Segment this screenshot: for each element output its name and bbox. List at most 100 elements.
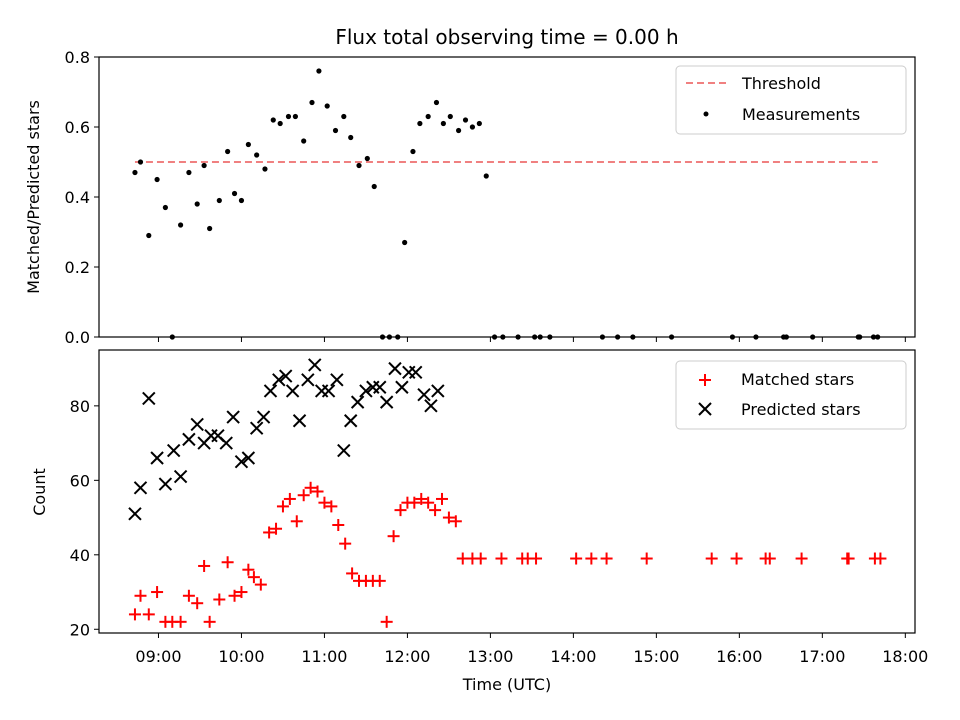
measurement-point [254,152,260,158]
top-plot-area: 0.0 0.2 0.4 0.6 0.8 [65,48,906,347]
x-tick-label: 17:00 [799,647,845,666]
measurement-point [356,162,362,169]
top-y-tick-label: 0.6 [65,118,90,137]
measurement-point [440,120,446,127]
measurement-point [402,239,408,246]
measurement-point [425,113,431,120]
measurement-point [417,120,423,127]
measurement-point [137,159,144,165]
measurement-point [301,138,307,144]
matched-star-point [429,504,442,517]
measurement-point [245,141,251,148]
legend-matched-label: Matched stars [741,370,854,389]
predicted-star-point [395,380,409,394]
matched-star-point [346,567,359,580]
matched-star-point [151,586,164,599]
bottom-y-axis-label: Count [30,468,49,516]
matched-star-point [270,522,283,535]
matched-star-point [325,500,338,513]
bottom-y-tick-label: 20 [70,620,90,639]
matched-star-point [730,552,743,565]
matched-star-point [415,492,428,505]
predicted-star-point [226,410,240,424]
measurement-point [316,68,322,74]
bottom-y-tick-label: 40 [70,546,90,565]
predicted-star-point [431,384,445,398]
matched-star-point [422,496,435,509]
bottom-axes-frame [98,349,916,634]
measurement-point [292,113,298,120]
chart-title: Flux total observing time = 0.00 h [335,25,678,49]
matched-star-point [530,552,543,565]
matched-star-point [283,492,296,505]
predicted-star-point [133,481,148,495]
bottom-legend-box [675,360,907,430]
matched-star-point [304,481,317,494]
top-axes-frame [98,56,916,338]
predicted-star-point [424,399,438,413]
predicted-star-point [256,410,271,424]
matched-star-point [213,593,226,606]
matched-star-point [380,615,393,628]
predicted-star-point [388,361,402,376]
matched-star-point [221,556,234,569]
measurement-point [238,197,245,204]
measurement-point [225,148,231,155]
predicted-star-point [272,373,286,387]
matched-star-point [134,589,147,602]
predicted-star-point [301,373,315,387]
matched-star-point [640,552,653,565]
measurement-point [371,183,377,190]
x-tick-label: 11:00 [301,647,347,666]
matched-star-point [263,526,276,539]
matched-star-point [495,552,508,565]
measurement-point [364,155,370,162]
top-y-tick-label: 0.4 [65,188,90,207]
measurement-point [146,232,152,239]
measurement-point [324,103,330,109]
predicted-star-point [308,358,322,372]
measurement-point [348,134,354,141]
matched-star-point [254,578,267,591]
x-tick-label: 18:00 [882,647,928,666]
bottom-legend: Matched stars Predicted stars [675,360,907,430]
legend-matched-swatch [699,374,711,386]
predicted-star-point [330,373,344,387]
measurement-point [285,113,292,120]
measurement-point [194,201,200,207]
matched-star-point [142,608,155,621]
top-y-tick-label: 0.0 [65,328,90,347]
matched-star-point [318,496,331,509]
measurement-point [476,120,482,127]
matched-star-point [242,563,255,576]
predicted-star-point [249,421,264,435]
predicted-star-point [409,365,423,380]
predicted-star-point [182,432,196,447]
measurement-point [462,117,469,123]
measurement-point [231,190,238,197]
bottom-y-tick-label: 60 [70,471,90,490]
predicted-star-point [359,384,373,398]
predicted-star-point [173,469,188,484]
matched-star-point [570,552,583,565]
measurement-point [447,113,453,120]
x-tick-label: 12:00 [384,647,430,666]
measurement-point [410,148,416,155]
predicted-star-point [321,384,336,398]
measurement-point [277,120,283,127]
measurement-point [201,162,207,169]
top-legend-box [675,65,907,135]
measurement-point [216,197,222,204]
measurement-point [132,169,138,176]
matched-star-point [600,552,613,565]
matched-star-point [874,552,887,565]
predicted-star-point [373,380,387,394]
matched-star-point [235,586,248,599]
matched-star-point [128,608,141,621]
predicted-star-point [166,443,181,458]
matched-star-point [339,537,352,550]
top-y-tick-label: 0.2 [65,258,90,277]
matched-star-point [442,511,455,524]
measurement-point [207,225,213,232]
matched-star-point [311,485,324,498]
